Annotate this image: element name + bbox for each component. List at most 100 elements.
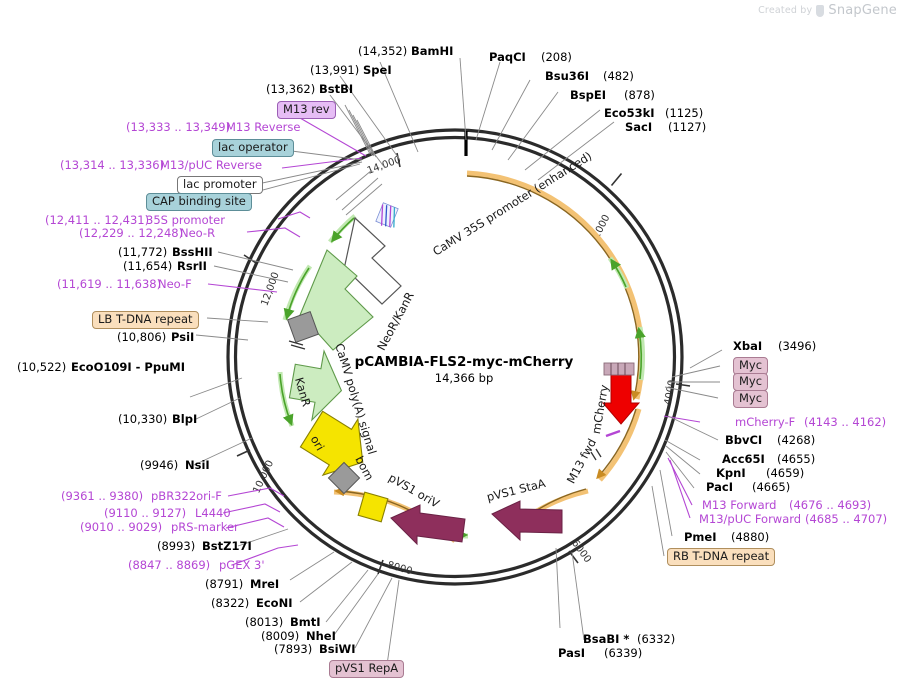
primer-range: (11,619 .. 11,638) bbox=[57, 277, 161, 291]
feature-m13-fwd-marks bbox=[590, 429, 621, 461]
label-group-bottom-enzymes: BsaBI * (6332) PasI (6339) bbox=[558, 632, 675, 660]
primer-name: mCherry-F bbox=[735, 415, 795, 429]
enzyme-name: BsaBI * bbox=[583, 632, 629, 646]
plasmid-size: 14,366 bp bbox=[435, 371, 494, 385]
primer-range: (9110 .. 9127) bbox=[104, 506, 186, 520]
primer-range: (9361 .. 9380) bbox=[61, 489, 143, 503]
enzyme-position: (10,522) bbox=[17, 360, 66, 374]
feature-label-m13fwd: M13 fwd bbox=[564, 436, 599, 486]
primer-name: L4440 bbox=[195, 506, 231, 520]
label-group-left-primers: (13,333 .. 13,349) M13 Reverse (13,314 .… bbox=[45, 120, 300, 572]
boxed-label-myc-3[interactable]: Myc bbox=[733, 390, 769, 408]
boxed-label-myc-2[interactable]: Myc bbox=[733, 373, 769, 391]
boxed-label-text: LB T-DNA repeat bbox=[98, 312, 193, 326]
primer-range: (4676 .. 4693) bbox=[789, 498, 871, 512]
boxed-label-text: Myc bbox=[739, 374, 763, 388]
enzyme-position: (3496) bbox=[778, 339, 816, 353]
enzyme-position: (10,330) bbox=[118, 412, 167, 426]
enzyme-name: KpnI bbox=[716, 466, 746, 480]
enzyme-position: (7893) bbox=[274, 642, 312, 656]
enzyme-position: (8009) bbox=[261, 629, 299, 643]
feature-pvs1-oriv-block bbox=[357, 491, 389, 523]
primer-name: Neo-F bbox=[158, 277, 192, 291]
enzyme-name: PmeI bbox=[684, 530, 717, 544]
primer-name: pBR322ori-F bbox=[151, 489, 222, 503]
label-group-right: XbaI (3496) mCherry-F (4143 .. 4162) Bbv… bbox=[684, 339, 887, 544]
boxed-label-text: CAP binding site bbox=[152, 194, 246, 208]
enzyme-name: BssHII bbox=[172, 245, 213, 259]
enzyme-name: Acc65I bbox=[722, 452, 765, 466]
enzyme-name: SacI bbox=[625, 120, 652, 134]
primer-name: Neo-R bbox=[180, 226, 215, 240]
enzyme-name: BstZ17I bbox=[202, 539, 252, 553]
primer-range: (8847 .. 8869) bbox=[128, 558, 210, 572]
boxed-label-text: pVS1 RepA bbox=[335, 661, 399, 675]
boxed-label-lac-promoter[interactable]: lac promoter bbox=[177, 176, 263, 194]
feature-bom bbox=[327, 461, 361, 495]
feature-label-pvs1staa: pVS1 StaA bbox=[485, 476, 547, 504]
primer-range: (4143 .. 4162) bbox=[804, 415, 886, 429]
ruler-tick-label: 14,000 bbox=[366, 154, 403, 176]
primer-name: M13/pUC Reverse bbox=[160, 158, 262, 172]
watermark-created-label: Created by bbox=[758, 5, 813, 16]
enzyme-name: BspEI bbox=[570, 88, 606, 102]
snapgene-watermark: Created by SnapGene bbox=[758, 3, 897, 18]
enzyme-position: (4268) bbox=[777, 433, 815, 447]
enzyme-position: (11,654) bbox=[123, 259, 172, 273]
enzyme-position: (4659) bbox=[766, 466, 804, 480]
boxed-label-pvs1-repa[interactable]: pVS1 RepA bbox=[329, 660, 405, 678]
enzyme-position: (4665) bbox=[752, 480, 790, 494]
enzyme-name: BbvCI bbox=[725, 433, 762, 447]
enzyme-name: SpeI bbox=[363, 63, 392, 77]
enzyme-name: EcoO109I - PpuMI bbox=[71, 360, 185, 374]
feature-myc-tags bbox=[603, 362, 635, 376]
boxed-label-lac-operator[interactable]: lac operator bbox=[212, 139, 294, 157]
boxed-label-lb-tdna-repeat[interactable]: LB T-DNA repeat bbox=[92, 311, 199, 329]
boxed-label-m13-rev[interactable]: M13 rev bbox=[277, 101, 336, 119]
boxed-label-text: M13 rev bbox=[283, 102, 330, 116]
label-group-top: (14,352) BamHI (13,991) SpeI (13,362) Bs… bbox=[266, 44, 706, 134]
enzyme-position: (878) bbox=[624, 88, 655, 102]
plasmid-title-group: pCAMBIA-FLS2-myc-mCherry 14,366 bp bbox=[355, 354, 574, 385]
boxed-label-myc-1[interactable]: Myc bbox=[733, 357, 769, 375]
enzyme-name: Eco53kI bbox=[604, 106, 655, 120]
enzyme-position: (8993) bbox=[157, 539, 195, 553]
feature-pvs1-oriv bbox=[390, 504, 466, 546]
feature-label-camv35s: CaMV 35S promoter (enhanced) bbox=[430, 149, 594, 259]
boxed-label-text: lac operator bbox=[218, 140, 288, 154]
enzyme-position: (4655) bbox=[777, 452, 815, 466]
label-group-left-enzymes: (11,772) BssHII (11,654) RsrII (10,806) … bbox=[17, 245, 356, 656]
feature-camv-polya-signal-block bbox=[286, 310, 320, 350]
enzyme-position: (8322) bbox=[211, 596, 249, 610]
enzyme-position: (13,362) bbox=[266, 82, 315, 96]
enzyme-name: RsrII bbox=[177, 259, 207, 273]
enzyme-name: Bsu36I bbox=[545, 69, 589, 83]
feature-mcherry bbox=[601, 374, 641, 425]
enzyme-name: XbaI bbox=[733, 339, 762, 353]
enzyme-position: (208) bbox=[541, 50, 572, 64]
enzyme-position: (10,806) bbox=[117, 330, 166, 344]
enzyme-name: BstBI bbox=[319, 82, 353, 96]
primer-range: (12,411 .. 12,431) bbox=[45, 213, 149, 227]
boxed-label-cap-binding-site[interactable]: CAP binding site bbox=[146, 193, 252, 211]
enzyme-position: (11,772) bbox=[118, 245, 167, 259]
boxed-label-rb-tdna-repeat[interactable]: RB T-DNA repeat bbox=[667, 548, 776, 566]
boxed-label-text: lac promoter bbox=[183, 177, 257, 191]
enzyme-position: (4880) bbox=[731, 530, 769, 544]
primer-range: (9010 .. 9029) bbox=[80, 520, 162, 534]
enzyme-position: (9946) bbox=[140, 458, 178, 472]
enzyme-position: (6339) bbox=[604, 646, 642, 660]
enzyme-position: (8791) bbox=[205, 577, 243, 591]
feature-camv-35s-promoter bbox=[339, 216, 402, 305]
feature-label-ori: ori bbox=[308, 433, 328, 453]
boxed-label-text: RB T-DNA repeat bbox=[673, 549, 770, 563]
primer-range: (13,333 .. 13,349) bbox=[126, 120, 230, 134]
enzyme-position: (14,352) bbox=[358, 44, 407, 58]
ruler-tick-label: 4000 bbox=[663, 379, 678, 406]
snapgene-logo-icon bbox=[816, 4, 825, 17]
enzyme-position: (8013) bbox=[245, 615, 283, 629]
enzyme-name: PasI bbox=[558, 646, 585, 660]
enzyme-name: PsiI bbox=[171, 330, 194, 344]
